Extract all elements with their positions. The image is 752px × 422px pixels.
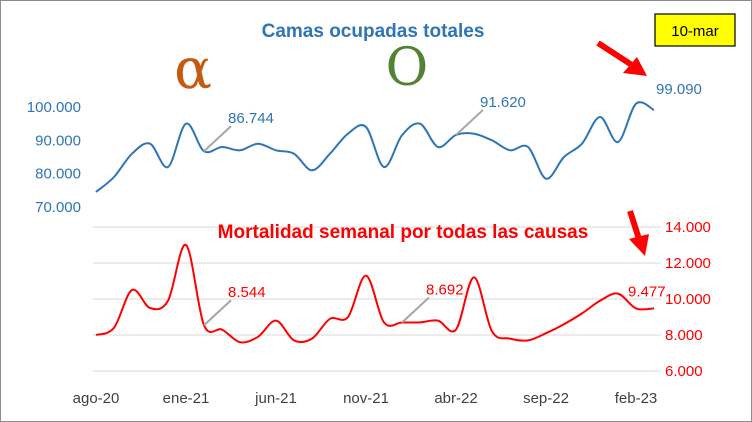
beds-chart-title: Camas ocupadas totales (262, 21, 485, 42)
beds-y-tick-1: 80.000 (35, 166, 81, 183)
x-tick-0: ago-20 (73, 390, 120, 407)
deaths-y-tick-3: 12.000 (665, 255, 711, 272)
arrow-icon-top (596, 40, 647, 76)
arrow-icon-bottom (627, 210, 649, 256)
date-badge-box (654, 13, 736, 47)
arrow-shaft-top (596, 40, 637, 70)
x-tick-5: sep-22 (523, 390, 569, 407)
x-axis-ticks: ago-20 ene-21 jun-21 nov-21 abr-22 sep-22 feb-… (73, 390, 658, 407)
x-tick-3: nov-21 (343, 390, 389, 407)
deaths-annotation-leader-1 (401, 296, 430, 324)
deaths-chart-title: Mortalidad semanal por todas las causas (218, 222, 589, 243)
deaths-annotation-label-1: 8.692 (426, 282, 464, 299)
beds-y-tick-2: 90.000 (35, 132, 81, 149)
x-tick-4: abr-22 (434, 390, 477, 407)
deaths-annotation-label-2: 9.477 (628, 283, 666, 300)
beds-annotation-label-1: 91.620 (480, 94, 526, 111)
alpha-variant-label: α (174, 37, 212, 102)
arrow-head-top (623, 57, 647, 76)
deaths-series-line (95, 243, 655, 344)
x-tick-1: ene-21 (163, 390, 210, 407)
beds-series-line (95, 101, 655, 193)
omicron-variant-label: O (386, 38, 429, 98)
beds-annotation-leader-0 (203, 125, 232, 152)
deaths-y-tick-2: 10.000 (665, 291, 711, 308)
date-badge: 10-mar (654, 13, 736, 47)
data-annotations: 86.744 91.620 99.090 8.544 8.692 9.477 (203, 81, 702, 326)
deaths-y-tick-1: 8.000 (665, 327, 703, 344)
beds-annotation-leader-1 (455, 109, 484, 136)
gridlines (93, 226, 661, 372)
deaths-y-tick-4: 14.000 (665, 219, 711, 236)
deaths-y-axis-ticks: 6.000 8.000 10.000 12.000 14.000 (665, 219, 711, 380)
arrow-shaft-bottom (627, 210, 642, 240)
date-badge-text: 10-mar (671, 23, 719, 40)
deaths-annotation-leader-0 (203, 299, 232, 326)
deaths-y-tick-0: 6.000 (665, 363, 703, 380)
beds-y-tick-0: 70.000 (35, 199, 81, 216)
beds-annotation-label-2: 99.090 (656, 81, 702, 98)
deaths-annotation-label-0: 8.544 (228, 284, 266, 301)
beds-annotation-label-0: 86.744 (228, 110, 274, 127)
x-tick-2: jun-21 (254, 390, 297, 407)
beds-y-tick-3: 100.000 (27, 99, 81, 116)
x-tick-6: feb-23 (615, 390, 658, 407)
beds-y-axis-ticks: 70.000 80.000 90.000 100.000 (27, 99, 81, 216)
arrow-head-bottom (629, 234, 649, 256)
